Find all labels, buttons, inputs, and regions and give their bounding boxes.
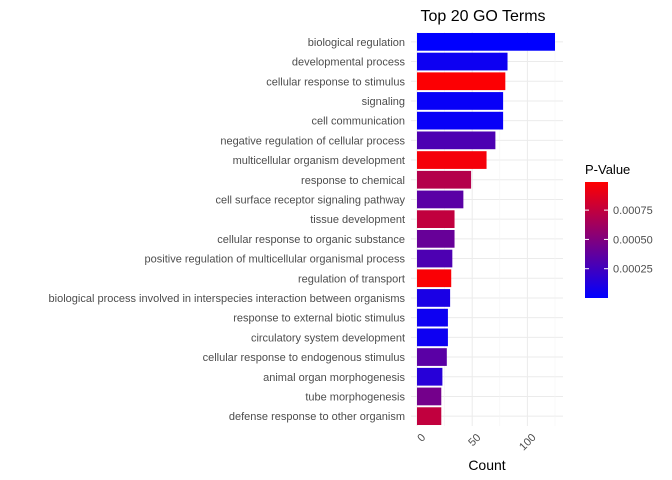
bar bbox=[417, 328, 448, 347]
category-label: response to external biotic stimulus bbox=[233, 313, 405, 325]
bar bbox=[417, 131, 496, 150]
x-tick-label: 100 bbox=[517, 432, 538, 453]
bars bbox=[417, 32, 555, 426]
legend: P-Value 0.00025 0.00050 0.00075 bbox=[585, 162, 653, 298]
bar bbox=[417, 289, 451, 307]
x-axis-title: Count bbox=[468, 457, 505, 473]
category-label: regulation of transport bbox=[298, 273, 405, 285]
bar bbox=[417, 32, 555, 51]
category-label: animal organ morphogenesis bbox=[263, 372, 405, 384]
bar bbox=[417, 407, 442, 426]
legend-colorbar bbox=[585, 182, 608, 298]
bar bbox=[417, 229, 455, 248]
grid bbox=[411, 32, 563, 426]
bar bbox=[417, 151, 487, 169]
x-tick-label: 50 bbox=[466, 432, 483, 449]
category-label: negative regulation of cellular process bbox=[220, 135, 405, 147]
bar bbox=[417, 269, 452, 288]
legend-tick-label: 0.00050 bbox=[613, 234, 653, 246]
x-axis-ticks: 0 50 100 bbox=[415, 432, 538, 453]
legend-tick-label: 0.00075 bbox=[613, 205, 653, 217]
category-label: multicellular organism development bbox=[233, 155, 405, 167]
bar bbox=[417, 170, 472, 189]
legend-title: P-Value bbox=[585, 162, 630, 177]
chart-title: Top 20 GO Terms bbox=[420, 8, 545, 25]
category-label: circulatory system development bbox=[251, 332, 405, 344]
bar bbox=[417, 367, 443, 386]
category-label: cell surface receptor signaling pathway bbox=[215, 194, 405, 206]
category-label: signaling bbox=[362, 96, 405, 108]
x-tick-label: 0 bbox=[415, 432, 428, 445]
category-label: response to chemical bbox=[301, 175, 405, 187]
category-label: cellular response to stimulus bbox=[266, 76, 405, 88]
category-label: developmental process bbox=[292, 57, 406, 69]
bar bbox=[417, 72, 506, 91]
bar bbox=[417, 308, 448, 327]
category-label: tissue development bbox=[310, 214, 405, 226]
category-label: cell communication bbox=[311, 116, 405, 128]
category-label: defense response to other organism bbox=[229, 411, 405, 423]
legend-ticks: 0.00025 0.00050 0.00075 bbox=[585, 205, 653, 276]
category-label: biological process involved in interspec… bbox=[49, 293, 406, 305]
bar bbox=[417, 210, 455, 229]
bar bbox=[417, 52, 508, 71]
bar bbox=[417, 249, 453, 268]
bar bbox=[417, 348, 447, 366]
category-label: tube morphogenesis bbox=[305, 391, 405, 403]
category-label: biological regulation bbox=[308, 37, 405, 49]
category-label: positive regulation of multicellular org… bbox=[145, 254, 406, 266]
category-label: cellular response to organic substance bbox=[217, 234, 405, 246]
category-label: cellular response to endogenous stimulus bbox=[203, 352, 406, 364]
bar bbox=[417, 92, 504, 110]
bar bbox=[417, 387, 442, 406]
legend-tick-label: 0.00025 bbox=[613, 264, 653, 276]
category-labels: biological regulation developmental proce… bbox=[49, 37, 406, 423]
bar bbox=[417, 190, 464, 209]
bar bbox=[417, 111, 504, 130]
